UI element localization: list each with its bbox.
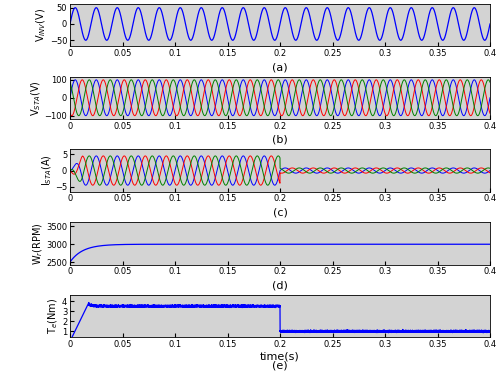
Y-axis label: V$_{STA}$(V): V$_{STA}$(V) [30, 80, 43, 116]
Y-axis label: W$_r$(RPM): W$_r$(RPM) [31, 222, 44, 265]
Text: (a): (a) [272, 62, 288, 72]
Text: (e): (e) [0, 378, 1, 379]
Text: (e): (e) [272, 360, 288, 371]
Y-axis label: T$_e$(Nm): T$_e$(Nm) [47, 298, 60, 334]
Text: (c): (c) [272, 208, 287, 218]
X-axis label: time(s): time(s) [260, 352, 300, 362]
Y-axis label: I$_{STA}$(A): I$_{STA}$(A) [40, 155, 54, 186]
Y-axis label: V$_{INV}$(V): V$_{INV}$(V) [34, 8, 48, 42]
Text: (d): (d) [272, 280, 288, 291]
Text: (b): (b) [272, 135, 288, 145]
